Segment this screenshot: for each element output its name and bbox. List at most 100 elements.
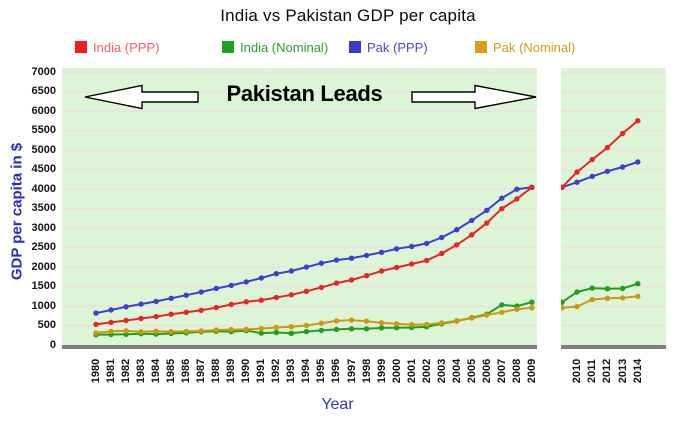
data-point-india-ppp: [303, 288, 310, 294]
y-tick-label: 2500: [31, 241, 56, 254]
data-point-india-ppp: [318, 284, 325, 291]
series-line-pak-ppp: [95, 186, 532, 315]
data-point-pak-nominal: [153, 328, 159, 334]
annotation-arrows: [84, 84, 537, 110]
x-tick-label: 2008: [510, 358, 523, 384]
data-point-pak-ppp: [153, 298, 159, 305]
x-tick-label: 2011: [586, 359, 599, 383]
y-tick-label: 3000: [31, 221, 56, 234]
series-line-india-ppp: [95, 186, 533, 326]
data-point-india-ppp: [168, 311, 174, 317]
data-point-india-ppp: [138, 315, 144, 322]
data-point-pak-ppp: [273, 271, 280, 277]
data-point-india-nominal: [348, 326, 355, 332]
data-point-india-nominal: [303, 328, 310, 335]
data-point-india-ppp: [574, 169, 580, 175]
x-tick-label: 2001: [405, 358, 418, 384]
data-point-pak-nominal: [438, 320, 445, 326]
series-line-india-ppp: [561, 119, 639, 189]
data-point-pak-ppp: [333, 257, 340, 263]
y-tick-label: 4500: [31, 163, 56, 176]
data-point-pak-ppp: [408, 243, 415, 250]
legend-swatch-icon: [222, 41, 234, 53]
data-point-pak-nominal: [619, 295, 626, 301]
x-tick-label: 1991: [255, 358, 268, 384]
x-tick-label: 1995: [315, 358, 328, 384]
data-point-pak-nominal: [454, 318, 460, 324]
x-tick-label: 1999: [375, 358, 388, 384]
data-point-pak-nominal: [288, 324, 295, 330]
x-tick-label: 1989: [225, 358, 238, 384]
data-point-pak-ppp: [183, 292, 189, 298]
data-point-pak-ppp: [484, 207, 490, 213]
data-point-india-ppp: [333, 280, 340, 286]
chart-title: India vs Pakistan GDP per capita: [220, 6, 476, 25]
data-point-pak-nominal: [589, 296, 595, 303]
data-point-india-ppp: [183, 309, 189, 315]
x-tick-label: 1988: [210, 358, 223, 384]
x-tick-label: 2009: [525, 358, 538, 384]
legend-swatch-icon: [475, 41, 487, 53]
data-point-pak-ppp: [198, 289, 204, 295]
data-point-pak-nominal: [635, 293, 641, 299]
data-point-pak-nominal: [318, 320, 325, 326]
data-point-pak-nominal: [529, 305, 535, 311]
data-point-pak-nominal: [604, 295, 611, 301]
data-point-india-ppp: [123, 317, 129, 324]
data-point-pak-ppp: [123, 304, 129, 310]
data-point-pak-nominal: [183, 328, 189, 335]
data-point-pak-ppp: [499, 195, 505, 201]
inset-chart-panel: [561, 68, 666, 349]
y-tick-label: 4000: [31, 182, 56, 195]
x-tick-label: 2004: [450, 358, 463, 384]
data-point-india-nominal: [258, 330, 265, 336]
main-chart-panel: Pakistan Leads: [62, 68, 537, 349]
y-tick-label: 6500: [31, 85, 56, 98]
data-point-india-nominal: [589, 285, 595, 291]
data-point-india-ppp: [469, 232, 475, 238]
x-tick-label: 2014: [631, 358, 644, 384]
data-point-india-ppp: [213, 304, 219, 311]
data-point-pak-nominal: [484, 312, 490, 318]
y-tick-label: 2000: [31, 260, 56, 273]
data-point-india-nominal: [529, 299, 535, 305]
legend-label: Pak (PPP): [367, 39, 428, 55]
x-tick-label: 1982: [120, 358, 133, 384]
data-point-pak-nominal: [303, 322, 310, 329]
data-point-india-ppp: [198, 307, 204, 313]
data-point-pak-ppp: [619, 164, 626, 170]
y-tick-label: 5500: [31, 124, 56, 137]
data-point-pak-ppp: [469, 217, 475, 224]
data-point-pak-nominal: [213, 327, 219, 333]
data-point-pak-nominal: [574, 303, 580, 310]
data-point-india-ppp: [363, 273, 370, 279]
data-point-pak-ppp: [258, 275, 265, 281]
data-point-india-ppp: [93, 321, 99, 328]
data-point-india-nominal: [499, 302, 505, 308]
data-point-pak-ppp: [243, 279, 249, 285]
data-point-pak-ppp: [438, 234, 445, 241]
data-point-india-ppp: [635, 118, 641, 124]
x-tick-label: 2000: [390, 358, 403, 384]
data-point-pak-ppp: [348, 255, 355, 261]
data-point-pak-ppp: [363, 252, 370, 259]
data-point-india-ppp: [153, 313, 159, 320]
x-tick-label: 2002: [420, 358, 433, 384]
data-point-pak-ppp: [213, 285, 219, 292]
data-point-pak-ppp: [93, 310, 99, 316]
data-point-pak-ppp: [288, 268, 295, 274]
data-point-india-ppp: [228, 301, 234, 308]
data-point-pak-ppp: [393, 246, 400, 252]
data-point-pak-nominal: [93, 330, 99, 336]
data-point-pak-nominal: [408, 322, 415, 328]
data-point-pak-nominal: [561, 305, 565, 311]
x-tick-label: 1983: [135, 358, 148, 384]
y-tick-label: 7000: [31, 65, 56, 78]
data-point-pak-nominal: [363, 318, 370, 324]
data-point-india-nominal: [619, 285, 626, 292]
data-point-pak-ppp: [514, 186, 520, 192]
data-point-pak-nominal: [378, 320, 385, 326]
legend-label: India (PPP): [93, 39, 160, 55]
y-tick-label: 3500: [31, 202, 56, 215]
